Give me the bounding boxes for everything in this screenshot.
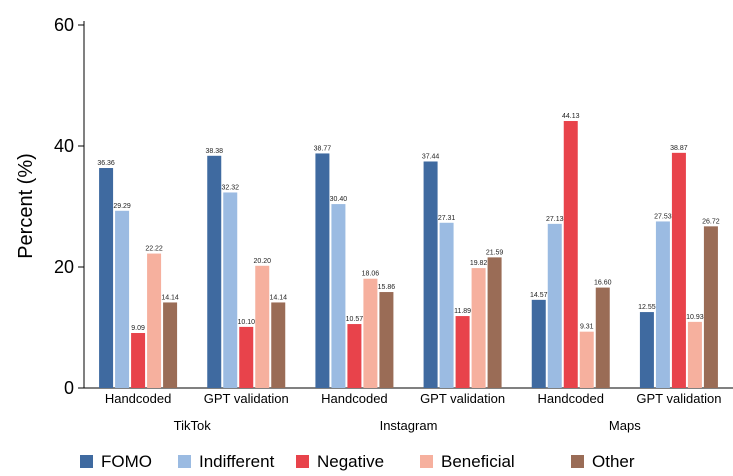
data-label: 36.36 xyxy=(97,160,115,167)
group-label: TikTok xyxy=(174,418,212,433)
legend: FOMO Indifferent Negative Beneficial Other xyxy=(80,452,635,471)
data-label: 29.29 xyxy=(113,203,131,210)
bar-negative xyxy=(239,326,254,388)
group-label: Instagram xyxy=(380,418,438,433)
y-ticks: 0 20 40 60 xyxy=(54,15,84,398)
data-label: 21.59 xyxy=(486,249,504,256)
data-labels: 36.36 29.29 9.09 22.22 14.14 38.38 32.32 10.10 2… xyxy=(97,113,719,332)
bar-other xyxy=(163,302,178,388)
y-tick-label: 60 xyxy=(54,15,74,35)
data-label: 38.87 xyxy=(670,145,688,152)
bar-beneficial xyxy=(471,268,486,388)
bar-negative xyxy=(455,316,470,388)
data-label: 26.72 xyxy=(702,218,720,225)
data-label: 32.32 xyxy=(221,184,239,191)
bar-indifferent xyxy=(655,221,670,388)
bar-indifferent xyxy=(115,210,130,388)
data-label: 38.77 xyxy=(314,145,332,152)
bar-indifferent xyxy=(331,204,346,388)
data-label: 12.55 xyxy=(638,304,656,311)
data-label: 44.13 xyxy=(562,113,580,120)
data-label: 10.57 xyxy=(346,316,364,323)
data-label: 30.40 xyxy=(330,196,348,203)
bar-beneficial xyxy=(255,265,270,388)
data-label: 27.53 xyxy=(654,213,672,220)
bar-fomo xyxy=(639,312,654,388)
data-label: 27.13 xyxy=(546,216,564,223)
data-label: 14.57 xyxy=(530,292,548,299)
bar-beneficial xyxy=(687,321,702,388)
bar-fomo xyxy=(207,155,222,388)
x-tick-label: Handcoded xyxy=(538,391,605,406)
legend-swatch-negative xyxy=(296,455,309,468)
group-label: Maps xyxy=(609,418,641,433)
legend-label: FOMO xyxy=(101,452,152,471)
bar-beneficial xyxy=(147,253,162,388)
y-axis-label: Percent (%) xyxy=(15,153,37,259)
bar-indifferent xyxy=(439,222,454,388)
legend-label: Indifferent xyxy=(199,452,275,471)
data-label: 27.31 xyxy=(438,215,456,222)
data-label: 16.60 xyxy=(594,280,612,287)
bar-fomo xyxy=(99,168,114,388)
data-label: 9.09 xyxy=(131,325,145,332)
legend-label: Negative xyxy=(317,452,384,471)
bar-beneficial xyxy=(579,331,594,388)
legend-label: Other xyxy=(592,452,635,471)
bar-fomo xyxy=(423,161,438,388)
bar-negative xyxy=(347,324,362,388)
bar-beneficial xyxy=(363,278,378,388)
bar-other xyxy=(703,226,718,388)
data-label: 14.14 xyxy=(161,294,179,301)
bar-other xyxy=(487,257,502,388)
legend-swatch-indifferent xyxy=(178,455,191,468)
legend-swatch-other xyxy=(571,455,584,468)
group-labels: TikTok Instagram Maps xyxy=(174,418,642,433)
x-tick-label: GPT validation xyxy=(204,391,289,406)
data-label: 22.22 xyxy=(145,246,163,253)
bar-fomo xyxy=(531,299,546,388)
bar-other xyxy=(271,302,286,388)
data-label: 14.14 xyxy=(269,294,287,301)
bar-other xyxy=(595,287,610,388)
x-tick-label: GPT validation xyxy=(636,391,721,406)
x-tick-label: Handcoded xyxy=(105,391,172,406)
bar-negative xyxy=(131,333,146,388)
bar-fomo xyxy=(315,153,330,388)
data-label: 18.06 xyxy=(362,271,380,278)
x-tick-label: GPT validation xyxy=(420,391,505,406)
bar-indifferent xyxy=(223,192,238,388)
bar-indifferent xyxy=(547,223,562,388)
y-tick-label: 0 xyxy=(64,378,74,398)
data-label: 19.82 xyxy=(470,260,488,267)
data-label: 20.20 xyxy=(253,258,271,265)
data-label: 11.89 xyxy=(454,308,471,315)
category-labels: Handcoded GPT validation Handcoded GPT vali… xyxy=(105,391,722,406)
bar-negative xyxy=(563,121,578,389)
bar-other xyxy=(379,292,394,388)
legend-label: Beneficial xyxy=(441,452,515,471)
y-tick-label: 40 xyxy=(54,136,74,156)
data-label: 10.93 xyxy=(686,314,704,321)
legend-swatch-fomo xyxy=(80,455,93,468)
data-label: 37.44 xyxy=(422,153,440,160)
data-label: 38.38 xyxy=(205,148,223,155)
bars xyxy=(99,121,718,389)
data-label: 9.31 xyxy=(580,324,594,331)
y-tick-label: 20 xyxy=(54,257,74,277)
x-tick-label: Handcoded xyxy=(321,391,388,406)
legend-swatch-beneficial xyxy=(420,455,433,468)
data-label: 15.86 xyxy=(378,284,396,291)
data-label: 10.10 xyxy=(237,319,255,326)
bar-negative xyxy=(671,152,686,388)
